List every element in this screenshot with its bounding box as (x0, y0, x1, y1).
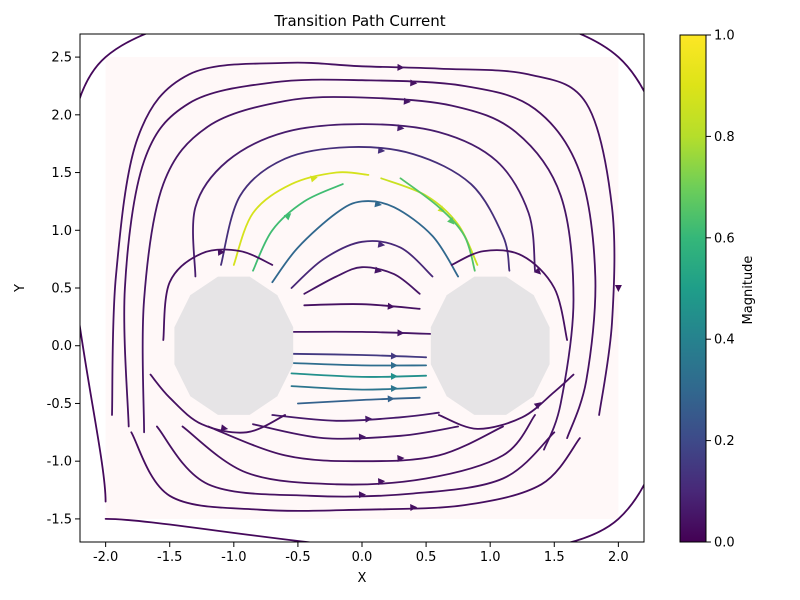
arrow-lower-4 (377, 478, 386, 486)
plot-content (80, 34, 644, 542)
streamline-arc-9 (290, 240, 434, 289)
colorbar-tick-label: 0.8 (714, 130, 735, 145)
arrow-outer-arc-3 (403, 97, 411, 105)
arrow-arc-6-inner-left (310, 175, 318, 183)
streamline-mid-1 (290, 330, 440, 336)
y-tick-label: -1.0 (47, 455, 72, 470)
streamline-outer-arc-2 (123, 78, 597, 439)
streamline-arc-6-inner-right (380, 177, 479, 266)
arrow-right-well-loop-1 (533, 267, 542, 275)
x-tick-label: -1.5 (157, 550, 182, 565)
arrow-arc-7-right (447, 217, 455, 225)
arrow-outer-arc-2 (410, 79, 418, 87)
colorbar-tick-label: 0.6 (714, 231, 735, 246)
x-tick-label: -1.0 (221, 550, 246, 565)
y-tick-label: 2.0 (51, 108, 72, 123)
colorbar-tick-label: 0.0 (714, 536, 735, 551)
streamline-outer-arc-3 (141, 96, 575, 451)
x-axis-label: X (358, 571, 367, 586)
colorbar-tick-label: 0.2 (714, 434, 735, 449)
x-tick-label: -0.5 (285, 550, 310, 565)
arrow-left-well-loop-2 (220, 424, 229, 432)
arrow-mid-5 (390, 385, 398, 393)
y-tick-label: -0.5 (47, 397, 72, 412)
right-well (430, 276, 550, 415)
streamline-arc-6-inner-left (232, 171, 370, 266)
left-well (174, 276, 294, 415)
colorbar-tick-label: 1.0 (714, 29, 735, 44)
arrow-lower-3 (397, 455, 405, 463)
streamline-lower-6 (130, 431, 581, 512)
streamline-left-well-loop-2 (149, 373, 286, 434)
colorbar-gradient (679, 34, 707, 543)
arrow-mid-1 (397, 329, 405, 337)
streamline-arc-4 (192, 123, 536, 278)
arrow-mid-3 (391, 361, 398, 369)
domain-background (105, 57, 619, 519)
streamline-lower-3 (207, 425, 504, 463)
arrow-boundary (614, 285, 622, 292)
arrow-arc-5 (377, 146, 386, 154)
x-tick-label: 0.0 (352, 550, 373, 565)
y-tick-label: 2.5 (51, 51, 72, 66)
arrow-left-well-loop-1 (217, 248, 225, 256)
y-tick-label: 0.0 (51, 339, 72, 354)
x-tick-label: 0.5 (416, 550, 437, 565)
x-tick-label: 2.0 (608, 550, 629, 565)
y-tick-label: 0.5 (51, 282, 72, 297)
arrow-arc-8 (374, 200, 382, 208)
colorbar-label: Magnitude (741, 256, 756, 325)
y-tick-label: 1.0 (51, 224, 72, 239)
arrow-mid-2 (390, 352, 398, 360)
arrow-arc-10 (374, 266, 382, 274)
streamline-arc-5 (220, 146, 511, 272)
streamline-mid-4 (290, 372, 427, 378)
arrow-outer-arc-1 (397, 63, 405, 71)
streamline-mid-3 (290, 362, 427, 367)
arrow-arc-7-left (283, 213, 292, 221)
arrow-right-well-loop-2 (533, 402, 542, 410)
streamline-mid-5 (290, 385, 427, 391)
colorbar-tick-label: 0.4 (714, 333, 735, 348)
arrow-lower-6 (410, 504, 418, 512)
streamline-outer-arc-1 (111, 61, 616, 416)
x-tick-label: 1.0 (480, 550, 501, 565)
y-axis: -1.5 -1.0 -0.5 0.0 0.5 1.0 1.5 2.0 2.5 (47, 51, 80, 527)
y-tick-label: -1.5 (47, 512, 72, 527)
colorbar: 0.0 0.2 0.4 0.6 0.8 1.0 Magnitude (679, 29, 756, 551)
x-axis: -2.0 -1.5 -1.0 -0.5 0.0 0.5 1.0 1.5 2.0 (93, 542, 629, 565)
arrow-mid-4 (390, 372, 398, 380)
streamline-lower-5 (156, 425, 556, 498)
streamline-boundary (80, 34, 644, 542)
y-tick-label: 1.5 (51, 166, 72, 181)
streamline-left-well-loop-1 (162, 248, 274, 341)
streamline-mid-2 (290, 352, 427, 359)
streamline-lower-2 (252, 423, 459, 440)
arrow-lower-2 (358, 433, 366, 441)
arrow-lower-5 (358, 491, 366, 499)
streamline-mid-6 (297, 396, 421, 405)
streamline-lower-4 (181, 414, 536, 486)
colorbar-ticks: 0.0 0.2 0.4 0.6 0.8 1.0 (706, 29, 735, 551)
arrow-arc-11 (387, 302, 395, 310)
streamline-arc-8 (271, 200, 459, 284)
x-tick-label: -2.0 (93, 550, 118, 565)
streamline-right-well-loop-2 (438, 373, 575, 430)
arrow-mid-6 (387, 395, 395, 403)
streamline-right-well-loop-1 (450, 249, 568, 341)
streamline-arc-10 (303, 266, 421, 295)
x-tick-label: 1.5 (544, 550, 565, 565)
y-axis-label: Y (13, 284, 28, 293)
chart-title: Transition Path Current (273, 12, 445, 30)
arrow-lower-1 (365, 415, 373, 423)
arrow-arc-9 (377, 240, 386, 248)
arrow-arc-4 (397, 124, 405, 132)
streamline-arc-11 (303, 303, 421, 310)
